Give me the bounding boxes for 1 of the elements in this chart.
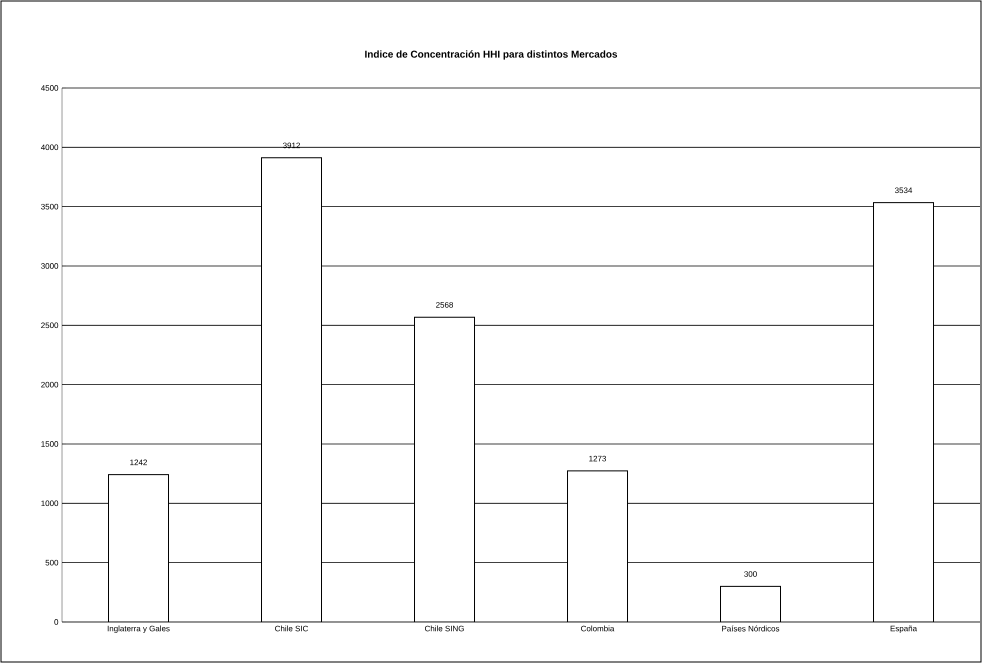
chart-title: Indice de Concentración HHI para distintos Mercados <box>365 50 618 60</box>
